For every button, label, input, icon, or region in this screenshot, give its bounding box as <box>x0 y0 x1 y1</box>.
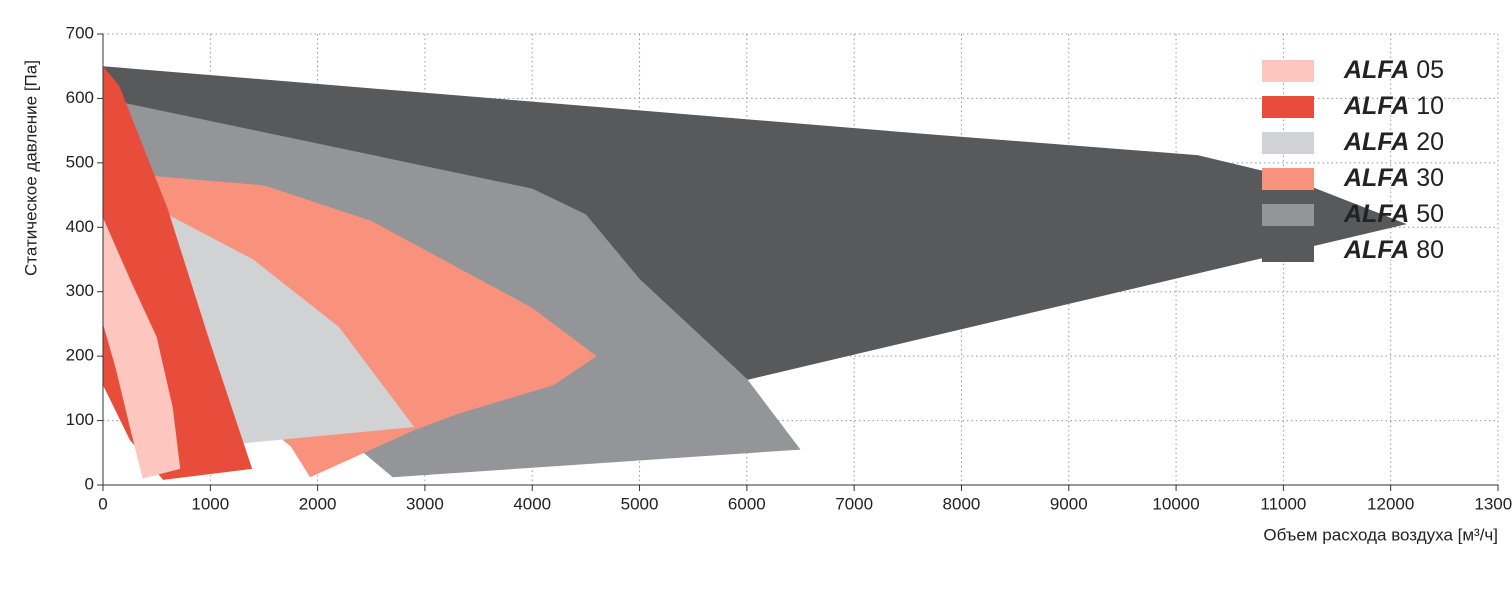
legend-label: ALFA 80 <box>1343 236 1444 264</box>
legend-label-model: 80 <box>1409 236 1444 264</box>
x-axis-label: Объем расхода воздуха [м³/ч] <box>1263 525 1498 544</box>
legend-label: ALFA 50 <box>1343 200 1444 228</box>
x-tick-label: 4000 <box>513 494 551 513</box>
legend-swatch <box>1262 204 1314 226</box>
y-tick-label: 300 <box>66 281 94 300</box>
x-tick-label: 9000 <box>1050 494 1088 513</box>
legend-label-model: 05 <box>1409 56 1444 84</box>
legend-swatch <box>1262 132 1314 154</box>
y-axis-label: Статическое давление [Па] <box>21 60 40 276</box>
legend-label-brand: ALFA <box>1343 164 1409 192</box>
x-tick-label: 8000 <box>943 494 981 513</box>
legend-label-model: 30 <box>1409 164 1444 192</box>
legend-swatch <box>1262 96 1314 118</box>
legend-label-brand: ALFA <box>1343 92 1409 120</box>
legend-label-model: 20 <box>1409 128 1444 156</box>
y-tick-label: 100 <box>66 410 94 429</box>
x-tick-label: 5000 <box>621 494 659 513</box>
x-tick-label: 12000 <box>1367 494 1414 513</box>
y-tick-label: 400 <box>66 217 94 236</box>
legend-label-model: 50 <box>1409 200 1444 228</box>
legend-label-brand: ALFA <box>1343 128 1409 156</box>
x-tick-label: 2000 <box>299 494 337 513</box>
y-tick-label: 500 <box>66 152 94 171</box>
x-tick-label: 6000 <box>728 494 766 513</box>
x-tick-label: 10000 <box>1152 494 1199 513</box>
legend-label: ALFA 20 <box>1343 128 1444 156</box>
y-tick-label: 0 <box>85 474 94 493</box>
legend-label-brand: ALFA <box>1343 236 1409 264</box>
legend-label-brand: ALFA <box>1343 200 1409 228</box>
legend-label: ALFA 10 <box>1343 92 1444 120</box>
x-tick-label: 0 <box>98 494 107 513</box>
x-tick-label: 11000 <box>1260 494 1306 513</box>
area <box>103 217 181 479</box>
x-tick-label: 3000 <box>406 494 444 513</box>
y-tick-label: 700 <box>66 23 94 42</box>
legend-label: ALFA 05 <box>1343 56 1444 84</box>
y-tick-label: 200 <box>66 346 94 365</box>
x-tick-label: 7000 <box>835 494 873 513</box>
legend-swatch <box>1262 60 1314 82</box>
legend-label: ALFA 30 <box>1343 164 1444 192</box>
legend-swatch <box>1262 240 1314 262</box>
legend-label-model: 10 <box>1409 92 1444 120</box>
y-tick-label: 600 <box>66 88 94 107</box>
x-tick-label: 1000 <box>191 494 229 513</box>
legend-label-brand: ALFA <box>1343 56 1409 84</box>
legend-swatch <box>1262 168 1314 190</box>
